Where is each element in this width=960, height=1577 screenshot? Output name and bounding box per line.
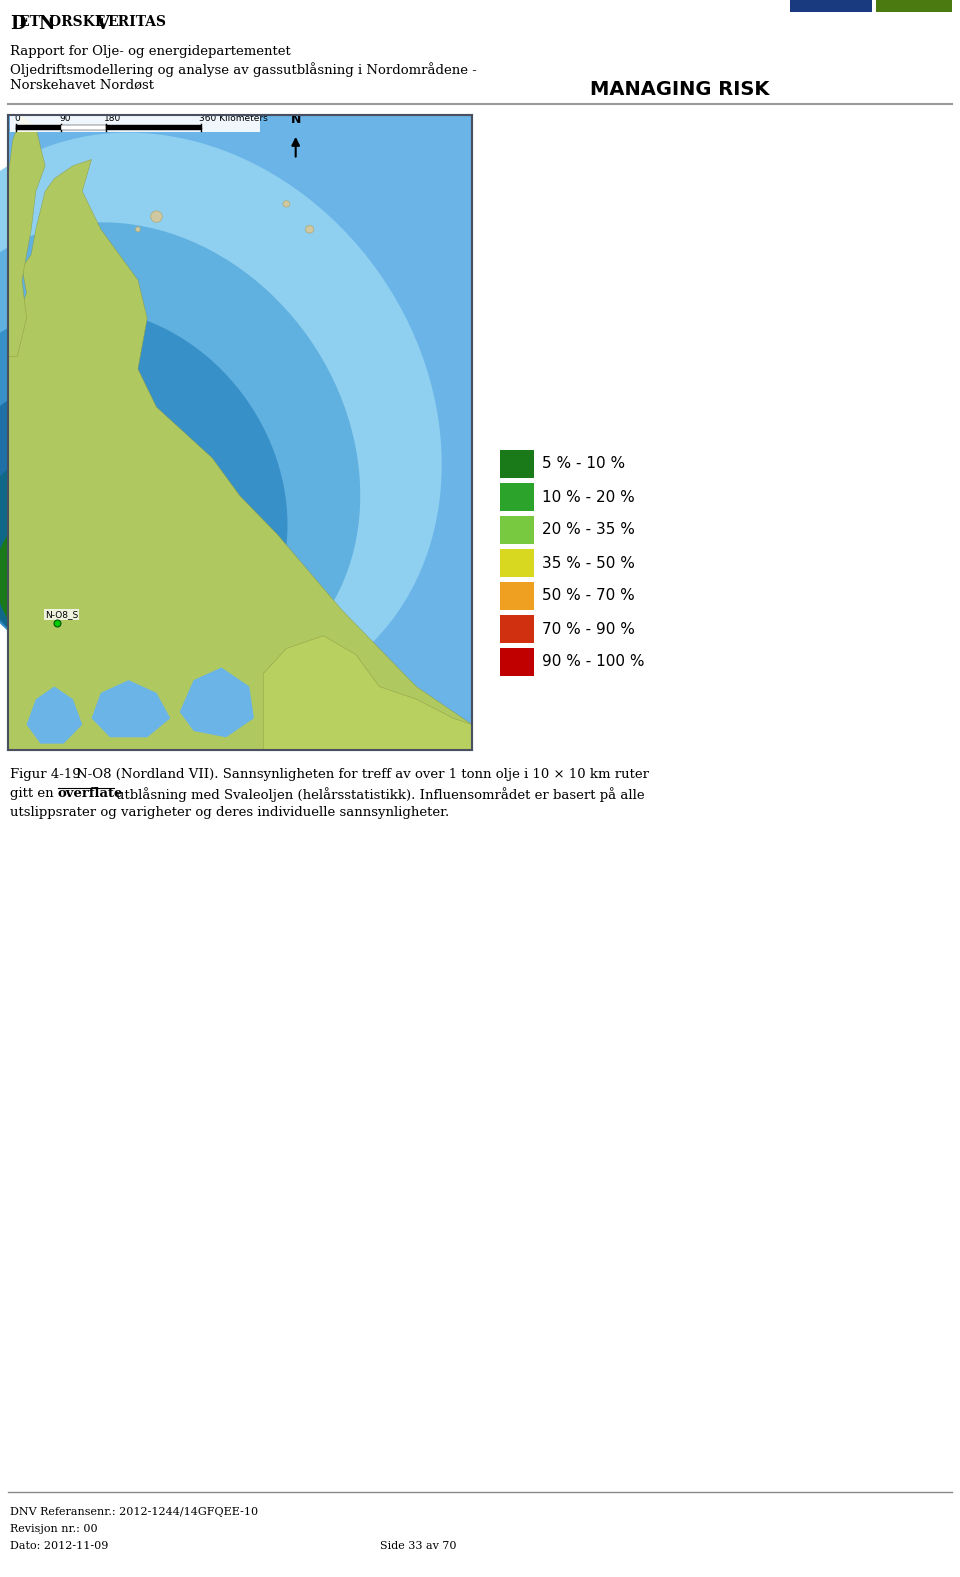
Text: Dato: 2012-11-09: Dato: 2012-11-09 [10,1541,108,1552]
Ellipse shape [151,211,162,222]
Ellipse shape [35,653,51,670]
Text: 90 % - 100 %: 90 % - 100 % [542,654,644,670]
Text: Norskehavet Nordøst: Norskehavet Nordøst [10,79,154,91]
Bar [8,115,472,751]
Text: DNV Referansenr.: 2012-1244/14GFQEE-10: DNV Referansenr.: 2012-1244/14GFQEE-10 [10,1508,258,1517]
Text: 70 % - 90 %: 70 % - 90 % [542,621,635,637]
Bar [790,0,872,13]
Text: 35 % - 50 %: 35 % - 50 % [542,555,635,571]
Bar [500,582,534,610]
Bar [876,0,952,13]
Ellipse shape [31,621,69,662]
Polygon shape [8,159,472,751]
Text: N: N [38,16,55,33]
Polygon shape [27,686,83,744]
Text: gitt en: gitt en [10,787,58,800]
Polygon shape [91,680,170,738]
Text: MANAGING RISK: MANAGING RISK [590,80,769,99]
Ellipse shape [28,602,81,658]
Ellipse shape [305,226,314,233]
Text: V: V [95,16,109,33]
Text: Oljedriftsmodellering og analyse av gassutblåsning i Nordområdene -: Oljedriftsmodellering og analyse av gass… [10,62,477,77]
Bar [61,125,106,129]
Polygon shape [263,636,472,751]
Text: utblåsning med Svaleoljen (helårsstatistikk). Influensområdet er basert på alle: utblåsning med Svaleoljen (helårsstatist… [116,787,644,801]
Text: D: D [10,16,26,33]
Bar [500,516,534,544]
Ellipse shape [32,637,59,665]
Ellipse shape [11,549,117,659]
Text: Side 33 av 70: Side 33 av 70 [380,1541,457,1552]
Text: ET: ET [19,16,45,28]
Ellipse shape [283,200,290,207]
Text: 0: 0 [14,114,20,123]
Text: N: N [291,114,300,126]
Text: Revisjon nr.: 00: Revisjon nr.: 00 [10,1523,98,1534]
Text: 360 Kilometers: 360 Kilometers [199,114,268,123]
Ellipse shape [135,227,140,232]
Bar [500,615,534,643]
Bar [500,648,534,677]
Bar [106,125,201,129]
Bar [500,483,534,511]
Text: ERITAS: ERITAS [107,16,166,28]
Bar [16,125,61,129]
Bar [10,112,260,132]
Text: 20 % - 35 %: 20 % - 35 % [542,522,635,538]
Ellipse shape [0,309,287,683]
Text: utslippsrater og varigheter og deres individuelle sannsynligheter.: utslippsrater og varigheter og deres ind… [10,806,449,818]
Text: 90: 90 [59,114,70,123]
Ellipse shape [0,509,141,661]
Ellipse shape [0,451,180,669]
Polygon shape [8,115,45,356]
Text: 10 % - 20 %: 10 % - 20 % [542,489,635,505]
Bar [8,115,472,751]
Text: Rapport for Olje- og energidepartementet: Rapport for Olje- og energidepartementet [10,46,291,58]
Text: Figur 4-19: Figur 4-19 [10,768,85,781]
Ellipse shape [0,382,229,673]
Text: N-O8 (Nordland VII). Sannsynligheten for treff av over 1 tonn olje i 10 × 10 km : N-O8 (Nordland VII). Sannsynligheten for… [76,768,649,781]
Text: DNV: DNV [885,38,943,62]
Text: 5 % - 10 %: 5 % - 10 % [542,456,625,472]
Ellipse shape [20,577,98,656]
Bar [500,549,534,577]
Text: ⚓: ⚓ [815,33,847,66]
Text: 50 % - 70 %: 50 % - 70 % [542,588,635,604]
Text: ORSKE: ORSKE [49,16,110,28]
Text: overflate: overflate [58,787,124,800]
Text: N-O8_S: N-O8_S [45,610,79,620]
Ellipse shape [0,132,442,706]
Bar [500,449,534,478]
Ellipse shape [0,222,360,694]
Polygon shape [180,667,253,738]
Text: 180: 180 [104,114,121,123]
